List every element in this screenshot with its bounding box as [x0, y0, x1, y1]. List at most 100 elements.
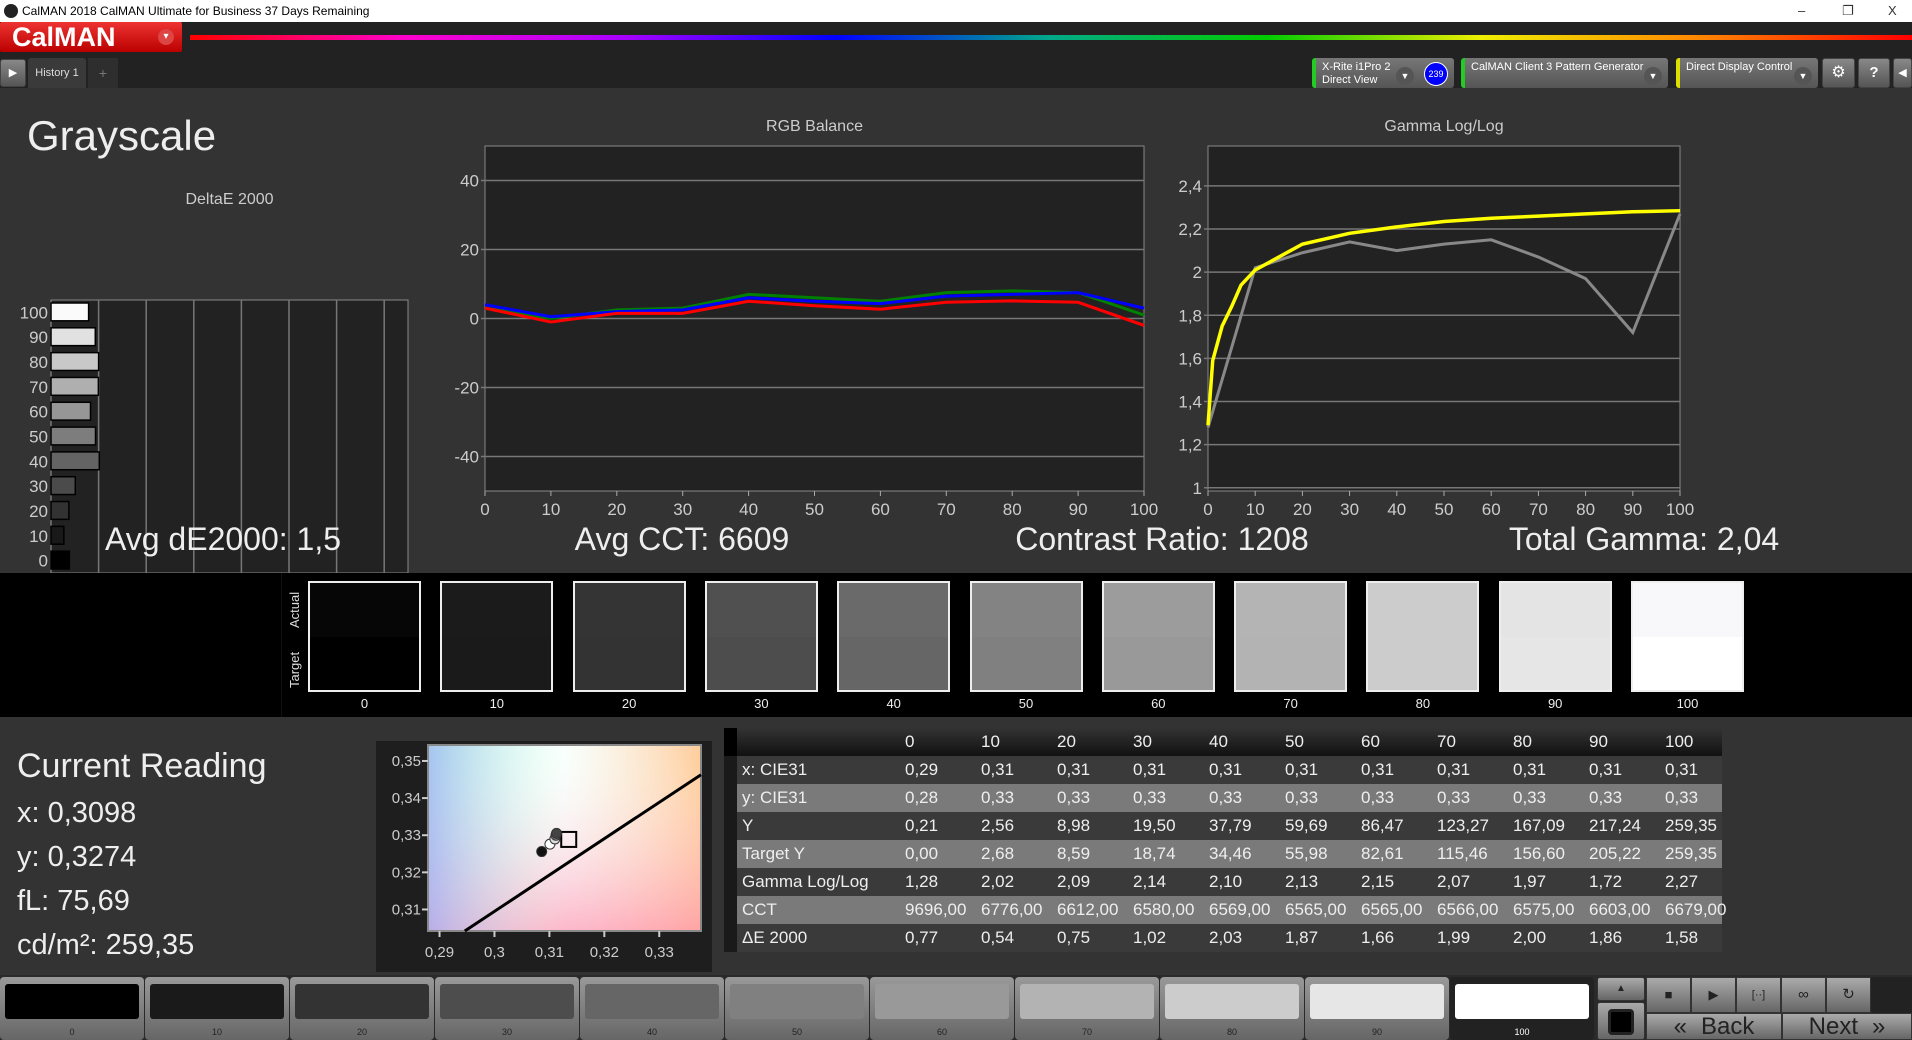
table-cell: 167,09 [1513, 816, 1565, 835]
help-button[interactable]: ? [1858, 58, 1890, 88]
gamma-chart-title: Gamma Log/Log [1384, 118, 1504, 135]
close-button[interactable]: X [1888, 3, 1897, 18]
x-tick-label: 60 [1482, 500, 1501, 519]
table-cell: 1,86 [1589, 928, 1623, 947]
swatch-0 [308, 581, 421, 692]
bar [50, 426, 97, 446]
y-tick-label: 30 [29, 477, 48, 496]
table-cell: 2,07 [1437, 872, 1471, 891]
table-cell: 1,87 [1285, 928, 1319, 947]
next-label: Next [1808, 1013, 1858, 1040]
stop-button[interactable]: ■ [1646, 977, 1691, 1013]
y-tick-label: 0 [39, 552, 48, 571]
table-cell: 0,33 [1133, 788, 1167, 807]
expand-button[interactable]: ▶ [0, 59, 26, 87]
range-button[interactable]: [··] [1736, 977, 1781, 1013]
patch-button-0[interactable]: 0 [0, 977, 144, 1040]
y-tick-label: -40 [454, 448, 479, 467]
column-header: 10 [981, 732, 1000, 751]
pattern-generator-selector[interactable]: CalMAN Client 3 Pattern Generator ▼ [1461, 58, 1668, 88]
y-tick-label: 40 [29, 452, 48, 471]
table-cell: 205,22 [1589, 844, 1641, 863]
target-patch [310, 636, 419, 690]
back-button[interactable]: « Back [1646, 1013, 1782, 1040]
row-label: Y [742, 816, 754, 835]
patch-color [440, 984, 574, 1019]
bar [50, 550, 71, 570]
add-tab-button[interactable]: + [88, 58, 118, 88]
loop-button[interactable]: ∞ [1781, 977, 1826, 1013]
scroll-up-button[interactable]: ▲ [1597, 977, 1645, 1001]
target-patch [1500, 636, 1610, 690]
patch-button-50[interactable]: 50 [725, 977, 869, 1040]
column-header: 50 [1285, 732, 1304, 751]
bar [50, 302, 90, 322]
row-label: Target Y [742, 844, 806, 863]
patch-button-40[interactable]: 40 [580, 977, 724, 1040]
meter-badge[interactable]: 239 [1424, 62, 1448, 86]
table-row: Target Y 0,00 2,68 8,59 18,74 34,46 55,98 82,61… [737, 840, 1722, 868]
y-tick-label: 0,31 [392, 901, 421, 918]
table-cell: 2,00 [1513, 928, 1547, 947]
collapse-button[interactable]: ◀ [1893, 58, 1912, 88]
play-button[interactable]: ▶ [1691, 977, 1736, 1013]
x-tick-label: 50 [1435, 500, 1454, 519]
calman-menu-button[interactable]: CalMAN ▾ [0, 22, 182, 52]
patch-button-100[interactable]: 100 [1450, 977, 1594, 1040]
pattern-toggle-button[interactable] [1597, 1002, 1645, 1040]
measured-point [551, 827, 563, 839]
table-cell: 0,31 [1133, 760, 1167, 779]
column-header: 100 [1665, 732, 1694, 751]
table-cell: 6603,00 [1589, 900, 1651, 919]
chevron-down-icon: ▾ [158, 29, 174, 45]
patch-button-20[interactable]: 20 [290, 977, 434, 1040]
table-cell: 1,72 [1589, 872, 1623, 891]
tab-bar: ▶ History 1 + X-Rite i1Pro 2 Direct View … [0, 52, 1912, 88]
patch-color [5, 984, 139, 1019]
table-cell: 0,75 [1057, 928, 1091, 947]
patch-color [1310, 984, 1444, 1019]
table-row: x: CIE31 0,29 0,31 0,31 0,31 0,31 0,31 0,31 0,31… [737, 756, 1722, 784]
patch-button-10[interactable]: 10 [145, 977, 289, 1040]
y-tick-label: 1,8 [1178, 306, 1202, 325]
y-tick-label: 1,6 [1178, 349, 1202, 368]
x-tick-label: 90 [1069, 500, 1088, 519]
refresh-button[interactable]: ↻ [1826, 977, 1871, 1013]
series-line-0 [1206, 213, 1682, 428]
y-tick-label: 2,4 [1178, 177, 1202, 196]
x-tick-label: 0,33 [645, 944, 674, 961]
actual-patch [1103, 583, 1213, 637]
x-tick-label: 100 [1130, 500, 1158, 519]
table-cell: 1,97 [1513, 872, 1547, 891]
tab-history-1[interactable]: History 1 [28, 58, 86, 88]
x-tick-label: 90 [1623, 500, 1642, 519]
reading-y: y: 0,3274 [17, 841, 137, 873]
y-tick-label: 0,32 [392, 864, 421, 881]
meter-selector[interactable]: X-Rite i1Pro 2 Direct View ▼ 239 [1312, 58, 1454, 88]
reading-fl: fL: 75,69 [17, 885, 130, 917]
patch-button-70[interactable]: 70 [1015, 977, 1159, 1040]
table-cell: 0,33 [1437, 788, 1471, 807]
next-button[interactable]: Next » [1782, 1013, 1912, 1040]
table-cell: 0,33 [1665, 788, 1699, 807]
gear-icon: ⚙ [1831, 64, 1846, 81]
settings-button[interactable]: ⚙ [1822, 58, 1855, 88]
table-cell: 0,33 [1057, 788, 1091, 807]
avg-de-stat: Avg dE2000: 1,5 [104, 521, 342, 557]
patch-button-30[interactable]: 30 [435, 977, 579, 1040]
display-control-selector[interactable]: Direct Display Control ▼ [1676, 58, 1818, 88]
back-label: Back [1701, 1013, 1755, 1040]
minimize-button[interactable]: – [1798, 3, 1806, 18]
x-tick-label: 20 [607, 500, 626, 519]
patch-button-90[interactable]: 90 [1305, 977, 1449, 1040]
table-cell: 8,98 [1057, 816, 1091, 835]
table-cell: 115,46 [1437, 844, 1488, 863]
table-cell: 18,74 [1133, 844, 1176, 863]
restore-button[interactable]: ❐ [1842, 3, 1854, 18]
y-tick-label: 70 [29, 378, 48, 397]
x-tick-label: 30 [673, 500, 692, 519]
patch-button-80[interactable]: 80 [1160, 977, 1304, 1040]
patch-button-60[interactable]: 60 [870, 977, 1014, 1040]
actual-patch [1500, 583, 1610, 637]
table-cell: 0,33 [1209, 788, 1243, 807]
